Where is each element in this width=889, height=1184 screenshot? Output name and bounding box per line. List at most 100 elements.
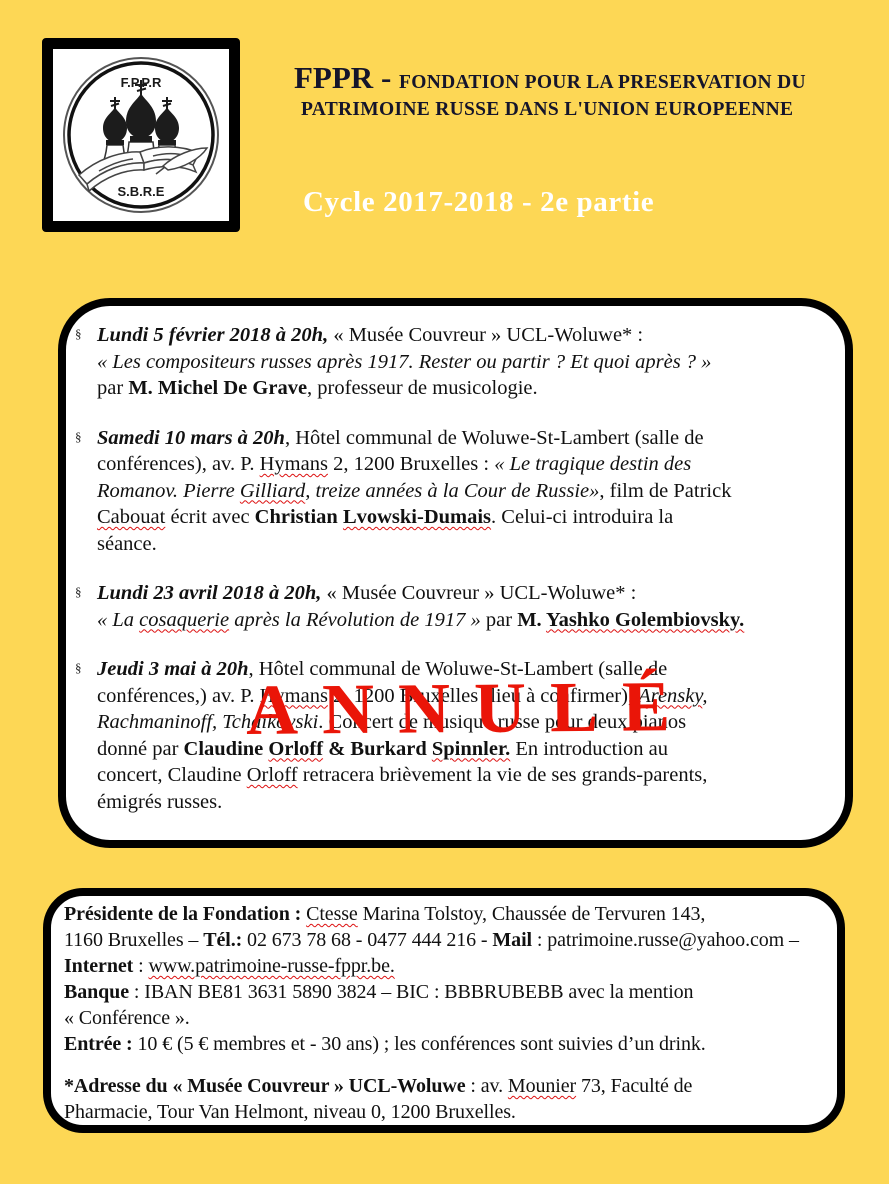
text-segment: « Musée Couvreur » UCL-Woluwe* :: [328, 324, 644, 346]
text-segment: M. Michel De Grave: [128, 377, 308, 399]
text-segment: Yashko Golembiovsky.: [546, 608, 745, 631]
event-item-1: § Lundi 5 février 2018 à 20h, « Musée Co…: [75, 322, 825, 402]
text-segment: , professeur de musicologie.: [307, 377, 538, 399]
text-segment: Christian: [254, 506, 343, 528]
text-segment: « Les compositeurs russes après 1917. Re…: [97, 350, 712, 373]
text-segment: Ctesse: [306, 903, 358, 925]
text-segment: concert, Claudine: [97, 764, 247, 786]
text-segment: , Hôtel communal de Woluwe-St-Lambert (s…: [284, 426, 704, 449]
logo-bottom-text: S.B.R.E: [118, 184, 165, 199]
text-segment: 2, 1200 Bruxelles :: [327, 453, 495, 475]
fppr-logo-graphic: F.P.P.R: [63, 57, 219, 213]
event-text: Lundi 5 février 2018 à 20h, « Musée Couv…: [97, 322, 825, 402]
text-segment: Lundi 23 avril 2018 à 20h,: [97, 582, 322, 604]
footer-contact-text: Présidente de la Fondation : Ctesse Mari…: [64, 901, 823, 1057]
event-item-2: § Samedi 10 mars à 20h, Hôtel communal d…: [75, 425, 825, 558]
cancelled-stamp: ANNULÉ: [245, 666, 695, 750]
text-segment: Romanov. Pierre: [97, 479, 240, 502]
event-text: Jeudi 3 mai à 20h, Hôtel communal de Wol…: [97, 656, 825, 815]
text-segment: Tél.:: [203, 929, 243, 951]
event-item-4: § Jeudi 3 mai à 20h, Hôtel communal de W…: [75, 656, 825, 815]
text-segment: conférences,) av. P.: [97, 684, 260, 707]
event-text: Samedi 10 mars à 20h, Hôtel communal de …: [97, 425, 825, 558]
text-segment: , film de Patrick: [599, 479, 732, 502]
text-segment: Cabouat: [97, 506, 166, 528]
text-segment: Jeudi 3 mai à 20h: [97, 658, 249, 680]
text-segment: . Concert de musique russe pour deux pia…: [318, 711, 687, 733]
section-marker: §: [75, 428, 82, 444]
section-marker: §: [75, 660, 82, 675]
text-segment: : patrimoine.russe@yahoo.com –: [531, 929, 799, 951]
text-segment: M.: [517, 608, 547, 631]
text-segment: Marina Tolstoy, Chaussée de Tervuren 143…: [357, 903, 706, 925]
events-box: § Lundi 5 février 2018 à 20h, « Musée Co…: [58, 298, 853, 848]
text-segment: Entrée :: [64, 1033, 133, 1055]
text-segment: . Celui-ci introduira la: [491, 506, 674, 528]
event-text: Lundi 23 avril 2018 à 20h, « Musée Couvr…: [97, 580, 825, 633]
text-segment: Spinnler.: [431, 737, 511, 760]
text-segment: « Conférence ».: [64, 1007, 190, 1029]
text-segment: Samedi 10 mars à 20h: [97, 426, 285, 449]
text-segment: Orloff: [246, 764, 298, 786]
text-segment: Banque: [64, 981, 129, 1003]
text-segment: par: [480, 608, 518, 631]
text-segment: Claudine: [183, 737, 269, 760]
text-segment: , Hôtel communal de Woluwe-St-Lambert (s…: [248, 658, 668, 680]
text-segment: Hymans: [259, 453, 328, 475]
text-segment: ,: [702, 684, 708, 707]
org-abbr: FPPR -: [294, 60, 400, 95]
text-segment: :: [133, 955, 149, 977]
logo-outer-ring: [63, 57, 219, 213]
text-segment: conférences), av. P.: [97, 453, 260, 475]
quill-icon: [155, 147, 209, 175]
text-segment: Arensky: [638, 684, 703, 707]
text-segment: Lundi 5 février 2018 à 20h,: [97, 324, 329, 346]
org-name-line1: FONDATION POUR LA PRESERVATION DU: [399, 72, 806, 93]
text-segment: Mounier: [507, 1075, 577, 1097]
org-title-line1: FPPR - FONDATION POUR LA PRESERVATION DU: [294, 60, 854, 96]
text-segment: Gilliard: [239, 479, 306, 502]
text-segment: : IBAN BE81 3631 5890 3824 – BIC : BBBRU…: [129, 981, 694, 1003]
footer-address-text: *Adresse du « Musée Couvreur » UCL-Woluw…: [64, 1073, 823, 1125]
text-segment: , treize années à la Cour de Russie»: [305, 479, 600, 502]
text-segment: Lvowski-Dumais: [342, 506, 492, 528]
text-segment: & Burkard: [323, 737, 432, 760]
text-segment: Hymans: [259, 684, 328, 707]
text-segment: retracera brièvement la vie de ses grand…: [297, 764, 708, 786]
text-segment: : av.: [465, 1075, 508, 1097]
text-segment: « Musée Couvreur » UCL-Woluwe* :: [321, 582, 637, 604]
section-marker: §: [75, 584, 82, 599]
text-segment: donné par: [97, 737, 184, 760]
text-segment: 1160 Bruxelles –: [64, 929, 204, 951]
text-segment: www.patrimoine-russe-fppr.be.: [148, 955, 395, 977]
org-name-line2: PATRIMOINE RUSSE DANS L'UNION EUROPEENNE: [301, 98, 794, 120]
text-segment: 10 € (5 € membres et - 30 ans) ; les con…: [132, 1033, 706, 1055]
section-marker: §: [75, 326, 82, 341]
text-segment: Internet: [64, 955, 134, 977]
text-segment: *Adresse du « Musée Couvreur » UCL-Woluw…: [64, 1075, 466, 1097]
text-segment: « Le tragique destin des: [494, 453, 692, 475]
text-segment: Pharmacie, Tour Van Helmont, niveau 0, 1…: [64, 1101, 516, 1123]
text-segment: séance.: [97, 532, 157, 555]
text-segment: écrit avec: [165, 506, 255, 528]
logo-circle: [67, 61, 215, 209]
fppr-logo: F.P.P.R: [42, 38, 240, 232]
text-segment: par: [97, 377, 129, 399]
text-segment: Mail: [492, 929, 532, 951]
org-title: FPPR - FONDATION POUR LA PRESERVATION DU…: [294, 60, 854, 121]
text-segment: 73, Faculté de: [576, 1075, 693, 1097]
text-segment: En introduction au: [510, 737, 668, 760]
text-segment: 02 673 78 68 - 0477 444 216 -: [242, 929, 493, 951]
text-segment: Orloff: [268, 737, 324, 760]
text-segment: 2, 1200 Bruxelles (lieu à confirmer),: [327, 684, 639, 707]
text-segment: « La: [97, 608, 140, 631]
text-segment: émigrés russes.: [97, 790, 223, 813]
text-segment: Présidente de la Fondation :: [64, 903, 307, 925]
text-segment: Rachmaninoff, Tchaikovski: [97, 711, 319, 733]
text-segment: après la Révolution de 1917 »: [229, 608, 481, 631]
event-item-3: § Lundi 23 avril 2018 à 20h, « Musée Cou…: [75, 580, 825, 633]
footer-box: Présidente de la Fondation : Ctesse Mari…: [43, 888, 845, 1133]
text-segment: cosaquerie: [139, 608, 230, 631]
cycle-title: Cycle 2017-2018 - 2e partie: [303, 186, 655, 218]
